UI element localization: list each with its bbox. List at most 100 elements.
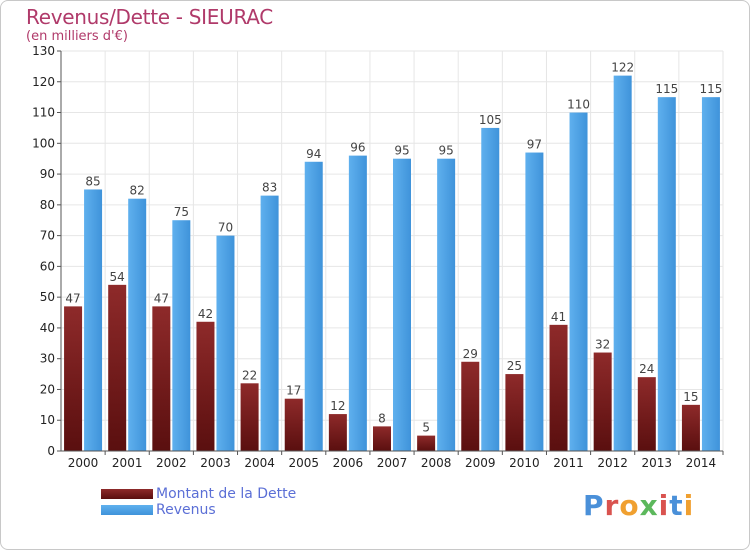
logo-letter: x	[639, 489, 659, 522]
data-label-revenus: 83	[262, 181, 277, 195]
bar-revenus	[84, 189, 103, 451]
y-tick-label: 120	[32, 75, 55, 89]
y-tick-label: 60	[40, 259, 55, 273]
data-label-dette: 22	[242, 368, 257, 382]
y-tick-label: 10	[40, 413, 55, 427]
x-tick-label: 2005	[288, 456, 319, 470]
y-tick-label: 50	[40, 290, 55, 304]
bar-dette	[593, 352, 612, 451]
bar-revenus	[393, 158, 411, 451]
data-label-dette: 54	[110, 270, 125, 284]
bar-revenus	[481, 127, 500, 451]
x-tick-label: 2000	[68, 456, 99, 470]
y-tick-label: 100	[32, 136, 55, 150]
logo-letter: i	[658, 489, 670, 522]
x-tick-label: 2007	[377, 456, 408, 470]
logo-letter: t	[669, 489, 684, 522]
x-tick-label: 2014	[686, 456, 717, 470]
bar-dette	[108, 284, 127, 451]
bar-dette	[64, 306, 83, 451]
proxiti-logo: Proxiti	[583, 489, 694, 522]
y-tick-label: 90	[40, 167, 55, 181]
y-tick-label: 40	[40, 321, 55, 335]
x-tick-label: 2006	[333, 456, 364, 470]
y-axis: 0 10 20 30 40 50 60 70 80 90 100 110 120 130	[32, 44, 62, 458]
bar-revenus	[216, 235, 235, 451]
bar-revenus	[569, 112, 588, 452]
y-tick-label: 80	[40, 198, 55, 212]
bar-dette	[505, 374, 524, 451]
bar-dette	[681, 404, 700, 451]
bar-dette	[461, 361, 480, 451]
bar-dette	[240, 383, 259, 451]
data-label-dette: 32	[595, 338, 610, 352]
bar-revenus	[304, 161, 323, 451]
bar-revenus	[437, 158, 456, 451]
bar-dette	[284, 398, 303, 451]
logo-letter: r	[604, 489, 620, 522]
logo-letter: o	[619, 489, 640, 522]
data-label-dette: 47	[154, 291, 169, 305]
x-tick-label: 2003	[200, 456, 231, 470]
bar-dette	[152, 306, 171, 451]
y-tick-label: 30	[40, 352, 55, 366]
legend-swatch-revenus	[101, 505, 153, 515]
bar-dette	[417, 435, 436, 451]
x-tick-label: 2008	[421, 456, 452, 470]
x-axis: 2000 2001 2002 2003 2004 2005 2006 2007 2008 2009…	[61, 450, 724, 470]
bar-revenus	[128, 198, 147, 451]
data-label-revenus: 122	[611, 61, 634, 75]
y-tick-label: 130	[32, 44, 55, 58]
bar-revenus	[260, 195, 279, 451]
x-tick-label: 2012	[597, 456, 628, 470]
x-tick-label: 2009	[465, 456, 496, 470]
bar-revenus	[348, 155, 367, 451]
bar-revenus	[657, 97, 676, 452]
data-label-dette: 5	[422, 421, 430, 435]
bar-revenus	[613, 75, 632, 451]
data-label-revenus: 95	[394, 144, 409, 158]
data-label-dette: 8	[378, 411, 386, 425]
data-label-revenus: 115	[655, 82, 678, 96]
bar-dette	[549, 324, 568, 451]
data-label-revenus: 70	[218, 221, 233, 235]
logo-letter: i	[683, 489, 695, 522]
legend-label-revenus: Revenus	[156, 502, 216, 518]
data-label-revenus: 97	[527, 138, 542, 152]
data-label-revenus: 82	[130, 184, 145, 198]
data-label-dette: 41	[551, 310, 566, 324]
bar-revenus	[525, 152, 544, 452]
data-label-revenus: 96	[350, 141, 365, 155]
data-label-dette: 24	[639, 362, 654, 376]
data-label-revenus: 85	[85, 174, 100, 188]
data-label-revenus: 95	[438, 144, 453, 158]
x-tick-label: 2010	[509, 456, 540, 470]
data-label-revenus: 75	[174, 205, 189, 219]
bar-dette	[637, 377, 656, 451]
legend-label-dette: Montant de la Dette	[156, 486, 297, 502]
data-label-dette: 25	[507, 359, 522, 373]
x-tick-label: 2002	[156, 456, 187, 470]
bars-group: 47 85 54 82 47 75 42 70 22 83 17 94 12 96 8 95 5 95 29 105 2…	[64, 61, 722, 452]
bar-dette	[328, 414, 347, 451]
y-tick-label: 20	[40, 382, 55, 396]
chart-unit-label: (en milliers d'€)	[26, 29, 128, 44]
data-label-dette: 15	[683, 390, 698, 404]
data-label-dette: 47	[65, 291, 80, 305]
x-tick-label: 2004	[244, 456, 275, 470]
bar-dette	[373, 426, 391, 451]
y-tick-label: 110	[32, 106, 55, 120]
bar-revenus	[701, 97, 720, 452]
y-tick-label: 0	[47, 444, 55, 458]
legend-swatch-dette	[101, 489, 153, 499]
bar-dette	[196, 321, 215, 451]
data-label-dette: 42	[198, 307, 213, 321]
y-tick-label: 70	[40, 229, 55, 243]
x-tick-label: 2001	[112, 456, 143, 470]
data-label-revenus: 110	[567, 98, 590, 112]
data-label-dette: 12	[330, 399, 345, 413]
x-tick-label: 2013	[642, 456, 673, 470]
bar-revenus	[172, 220, 191, 451]
data-label-revenus: 115	[699, 82, 722, 96]
